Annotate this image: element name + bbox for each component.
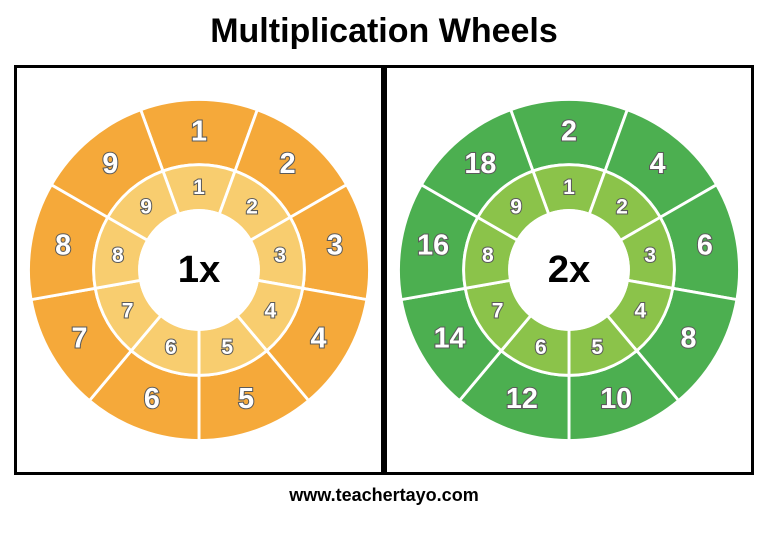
outer-label: 9 <box>102 148 118 180</box>
inner-label: 6 <box>535 336 547 359</box>
inner-label: 8 <box>482 244 494 267</box>
center-label: 1x <box>178 248 221 291</box>
inner-label: 7 <box>122 300 134 323</box>
wheel-box-2: 122436485106127148169182x <box>384 65 754 475</box>
inner-label: 9 <box>140 195 152 218</box>
outer-label: 1 <box>191 116 207 148</box>
center-label: 2x <box>548 248 591 291</box>
inner-label: 5 <box>221 336 233 359</box>
outer-label: 4 <box>650 148 666 180</box>
outer-label: 8 <box>55 230 71 262</box>
outer-label: 18 <box>464 148 496 180</box>
inner-label: 7 <box>492 300 504 323</box>
outer-label: 2 <box>280 148 296 180</box>
inner-label: 1 <box>193 176 205 199</box>
outer-label: 16 <box>417 230 449 262</box>
inner-label: 2 <box>246 195 258 218</box>
inner-label: 6 <box>165 336 177 359</box>
multiplication-wheel: 1 1 22 3 3 4 4 5 5 6 6 7 7 8 8 99 1x <box>17 80 381 460</box>
wheels-row: 1122334455667788991x12243648510612714816… <box>0 65 768 475</box>
inner-label: 8 <box>112 244 124 267</box>
footer-credit: www.teachertayo.com <box>0 485 768 506</box>
outer-label: 10 <box>600 383 632 415</box>
inner-label: 9 <box>510 195 522 218</box>
outer-label: 2 <box>561 116 577 148</box>
inner-label: 1 <box>563 176 575 199</box>
outer-label: 3 <box>327 230 343 262</box>
inner-label: 4 <box>264 300 276 323</box>
multiplication-wheel: 122436485106127148169182x <box>387 80 751 460</box>
wheel-box-1: 1 1 22 3 3 4 4 5 5 6 6 7 7 8 8 99 1x <box>14 65 384 475</box>
outer-label: 8 <box>680 323 696 355</box>
inner-label: 3 <box>274 244 286 267</box>
outer-label: 12 <box>506 383 538 415</box>
inner-label: 4 <box>634 300 646 323</box>
outer-label: 5 <box>238 383 254 415</box>
inner-label: 3 <box>644 244 656 267</box>
inner-label: 5 <box>591 336 603 359</box>
outer-label: 4 <box>310 323 326 355</box>
inner-label: 2 <box>616 195 628 218</box>
page-title: Multiplication Wheels <box>0 0 768 51</box>
outer-label: 7 <box>72 323 88 355</box>
outer-label: 6 <box>144 383 160 415</box>
outer-label: 14 <box>434 323 466 355</box>
outer-label: 6 <box>697 230 713 262</box>
